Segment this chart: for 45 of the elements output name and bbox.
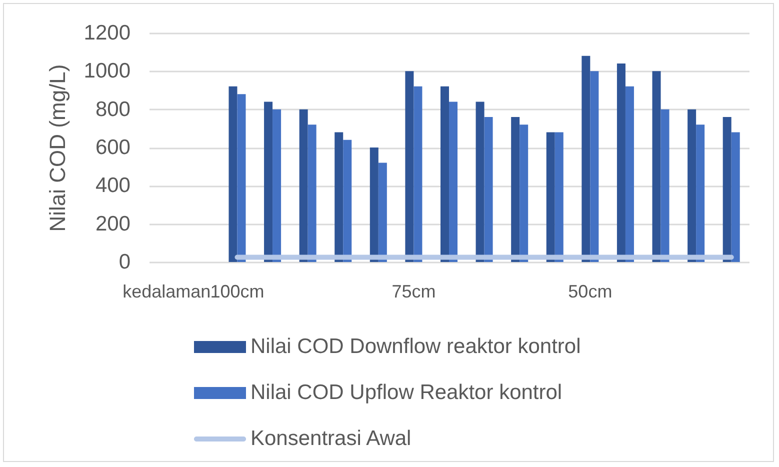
bar (554, 132, 564, 262)
bar (414, 86, 422, 262)
x-tick-label: 50cm (568, 282, 612, 302)
bar (476, 102, 484, 262)
bar (237, 94, 246, 262)
bar (722, 116, 732, 262)
bar (546, 132, 555, 262)
bar (688, 109, 696, 262)
bar (272, 109, 282, 262)
y-tick-label: 400 (95, 174, 130, 198)
bar (582, 56, 590, 262)
bar (696, 124, 705, 262)
bar (405, 71, 414, 262)
y-tick-label: 600 (95, 136, 130, 159)
bar (343, 140, 352, 262)
bar (652, 71, 661, 262)
bar (660, 109, 670, 262)
bar (334, 132, 344, 262)
bar (625, 86, 634, 262)
bar (264, 102, 273, 262)
bar (370, 148, 378, 262)
bar (449, 102, 458, 262)
y-tick-label: 0 (118, 250, 130, 274)
bar (731, 132, 740, 262)
bar (590, 71, 599, 262)
bar (484, 116, 493, 262)
legend-label: Konsentrasi Awal (250, 427, 412, 450)
y-tick-label: 1200 (84, 22, 130, 44)
bar (378, 162, 387, 262)
x-tick-label: 100cm (210, 282, 264, 302)
y-tick-label: 800 (95, 98, 130, 121)
bar (440, 86, 449, 262)
x-tick-label: 75cm (392, 282, 436, 302)
y-axis-title: Nilai COD (mg/L) (44, 64, 70, 232)
bar (511, 116, 520, 262)
y-tick-label: 1000 (84, 60, 130, 83)
x-tick-label: kedalaman (122, 282, 211, 302)
bar (228, 86, 238, 262)
y-tick-label: 200 (95, 212, 130, 236)
legend-label: Nilai COD Downflow reaktor kontrol (250, 335, 581, 358)
bar (616, 64, 626, 262)
bar (308, 124, 316, 262)
bar (299, 109, 308, 262)
legend-label: Nilai COD Upflow Reaktor kontrol (250, 381, 562, 404)
bar (520, 124, 528, 262)
